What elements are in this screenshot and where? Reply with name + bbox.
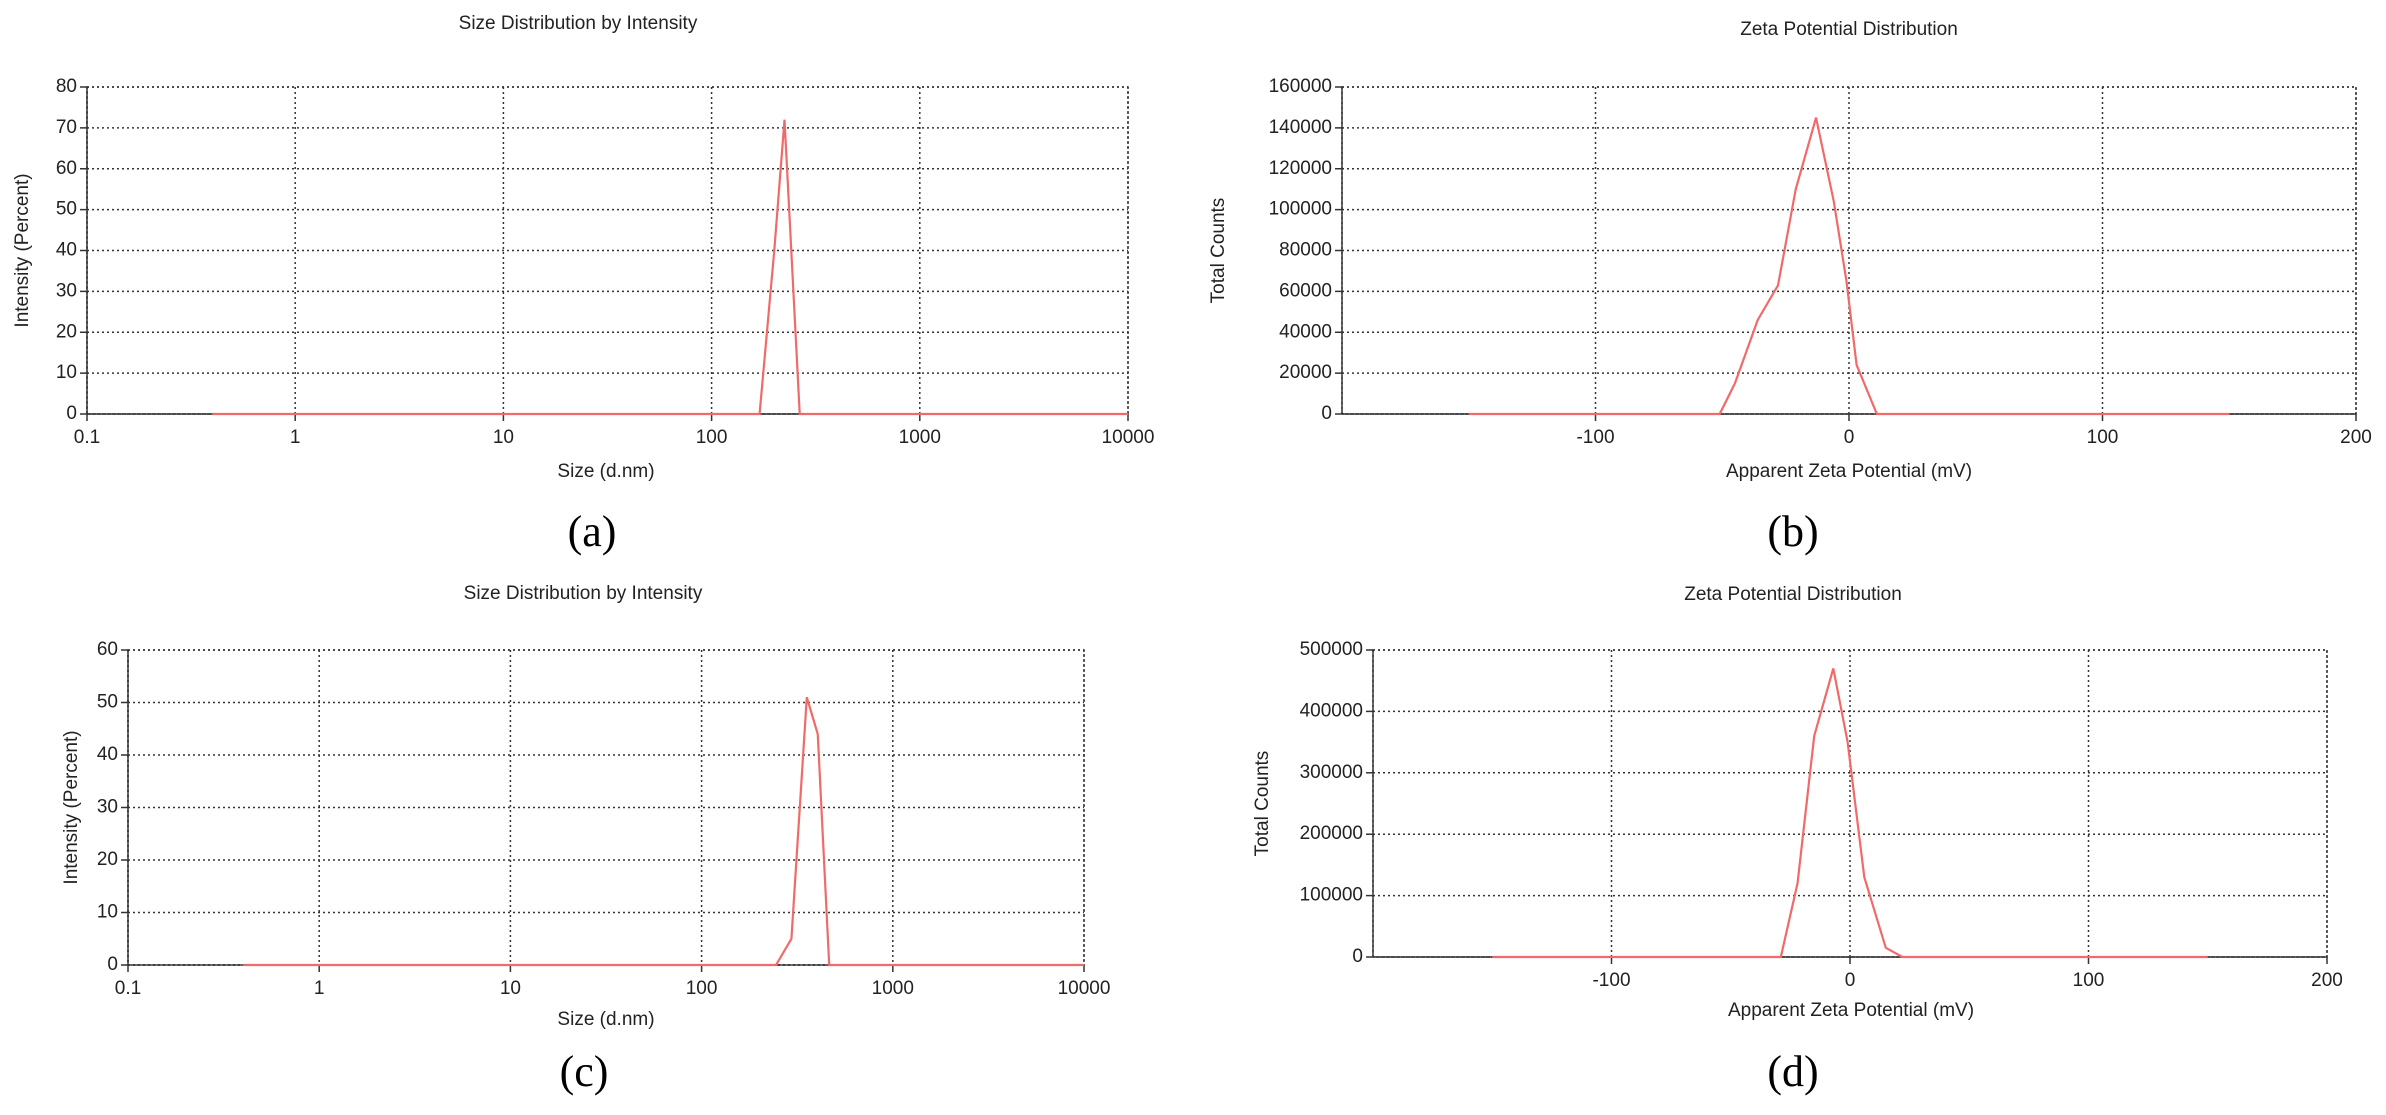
y-tick-label: 400000 <box>1300 700 1363 721</box>
x-tick-label: 1000 <box>872 978 914 999</box>
y-tick-label: 300000 <box>1300 762 1363 783</box>
y-tick-label: 120000 <box>1269 158 1332 179</box>
panel-label: (a) <box>568 507 617 556</box>
y-tick-label: 40000 <box>1279 321 1332 342</box>
x-tick-label: 100 <box>2087 427 2119 448</box>
y-tick-label: 10 <box>97 902 118 923</box>
x-tick-label: -100 <box>1592 970 1630 991</box>
y-tick-label: 200000 <box>1300 823 1363 844</box>
plot-frame <box>127 649 1085 966</box>
y-axis-label: Intensity (Percent) <box>12 173 33 327</box>
x-tick-label: 100 <box>696 427 728 448</box>
x-axis-label: Apparent Zeta Potential (mV) <box>1726 461 1972 482</box>
y-tick-label: 500000 <box>1300 639 1363 660</box>
y-tick-label: 10 <box>56 362 77 383</box>
y-axis-label: Total Counts <box>1208 198 1229 304</box>
y-tick-label: 0 <box>66 403 77 424</box>
x-tick-label: 0 <box>1845 970 1856 991</box>
y-tick-label: 60000 <box>1279 280 1332 301</box>
y-tick-label: 20000 <box>1279 362 1332 383</box>
chart-title: Zeta Potential Distribution <box>1684 584 1902 605</box>
y-tick-label: 160000 <box>1269 76 1332 97</box>
y-tick-label: 50 <box>97 692 118 713</box>
x-tick-label: 0.1 <box>115 978 141 999</box>
y-tick-label: 60 <box>56 158 77 179</box>
y-tick-label: 60 <box>97 639 118 660</box>
x-tick-label: 200 <box>2311 970 2343 991</box>
y-tick-label: 0 <box>107 954 118 975</box>
y-tick-label: 70 <box>56 117 77 138</box>
x-tick-label: 0 <box>1844 427 1855 448</box>
y-tick-label: 80 <box>56 76 77 97</box>
x-tick-label: 10000 <box>1102 427 1155 448</box>
x-tick-label: 10 <box>493 427 514 448</box>
y-tick-label: 40 <box>56 240 77 261</box>
x-tick-label: 10 <box>500 978 521 999</box>
y-axis-label: Intensity (Percent) <box>61 730 82 884</box>
y-tick-label: 0 <box>1321 403 1332 424</box>
y-tick-label: 30 <box>97 797 118 818</box>
panel-label: (b) <box>1767 507 1818 556</box>
x-tick-label: -100 <box>1576 427 1614 448</box>
chart-title: Zeta Potential Distribution <box>1740 19 1958 40</box>
x-tick-label: 100 <box>686 978 718 999</box>
y-tick-label: 50 <box>56 199 77 220</box>
y-tick-label: 100000 <box>1300 885 1363 906</box>
y-tick-label: 80000 <box>1279 240 1332 261</box>
x-tick-label: 0.1 <box>74 427 100 448</box>
y-tick-label: 20 <box>97 849 118 870</box>
x-tick-label: 200 <box>2340 427 2372 448</box>
y-tick-label: 100000 <box>1269 199 1332 220</box>
data-line <box>243 696 1084 967</box>
x-tick-label: 1000 <box>899 427 941 448</box>
y-tick-label: 30 <box>56 280 77 301</box>
x-tick-label: 100 <box>2073 970 2105 991</box>
y-tick-label: 0 <box>1352 946 1363 967</box>
chart-title: Size Distribution by Intensity <box>459 13 698 34</box>
chart-title: Size Distribution by Intensity <box>464 583 703 604</box>
y-tick-label: 40 <box>97 744 118 765</box>
x-tick-label: 10000 <box>1058 978 1111 999</box>
panel-label: (c) <box>560 1047 609 1096</box>
x-axis-label: Size (d.nm) <box>557 461 654 482</box>
x-axis-label: Apparent Zeta Potential (mV) <box>1728 1000 1974 1021</box>
x-axis-label: Size (d.nm) <box>557 1009 654 1030</box>
data-line <box>1492 668 2208 959</box>
y-axis-label: Total Counts <box>1252 751 1273 857</box>
data-line <box>1468 117 2230 416</box>
data-line <box>212 119 1128 416</box>
x-tick-label: 1 <box>290 427 301 448</box>
y-tick-label: 140000 <box>1269 117 1332 138</box>
y-tick-label: 20 <box>56 321 77 342</box>
panel-label: (d) <box>1767 1047 1818 1096</box>
x-tick-label: 1 <box>314 978 325 999</box>
